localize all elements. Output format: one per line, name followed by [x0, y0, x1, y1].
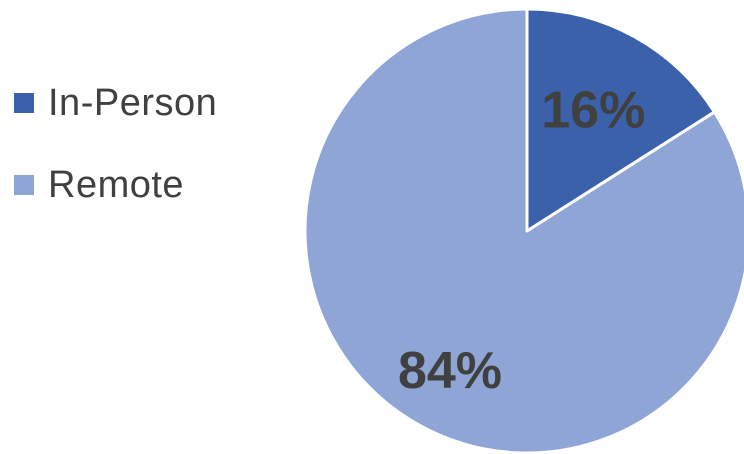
pie-slice-in-person [525, 7, 716, 233]
legend-item-remote: Remote [14, 160, 217, 210]
pie-labels: 16% 84% [398, 81, 645, 400]
pie-slices [303, 7, 744, 454]
legend-swatch-remote [14, 175, 34, 195]
chart-legend: In-Person Remote [14, 78, 217, 242]
pie-slice-remote [303, 7, 744, 454]
legend-swatch-in-person [14, 93, 34, 113]
legend-label-in-person: In-Person [48, 81, 218, 124]
legend-label-remote: Remote [48, 163, 185, 206]
data-label-in-person: 16% [541, 81, 645, 139]
data-label-remote: 84% [398, 342, 502, 400]
legend-item-in-person: In-Person [14, 78, 217, 128]
